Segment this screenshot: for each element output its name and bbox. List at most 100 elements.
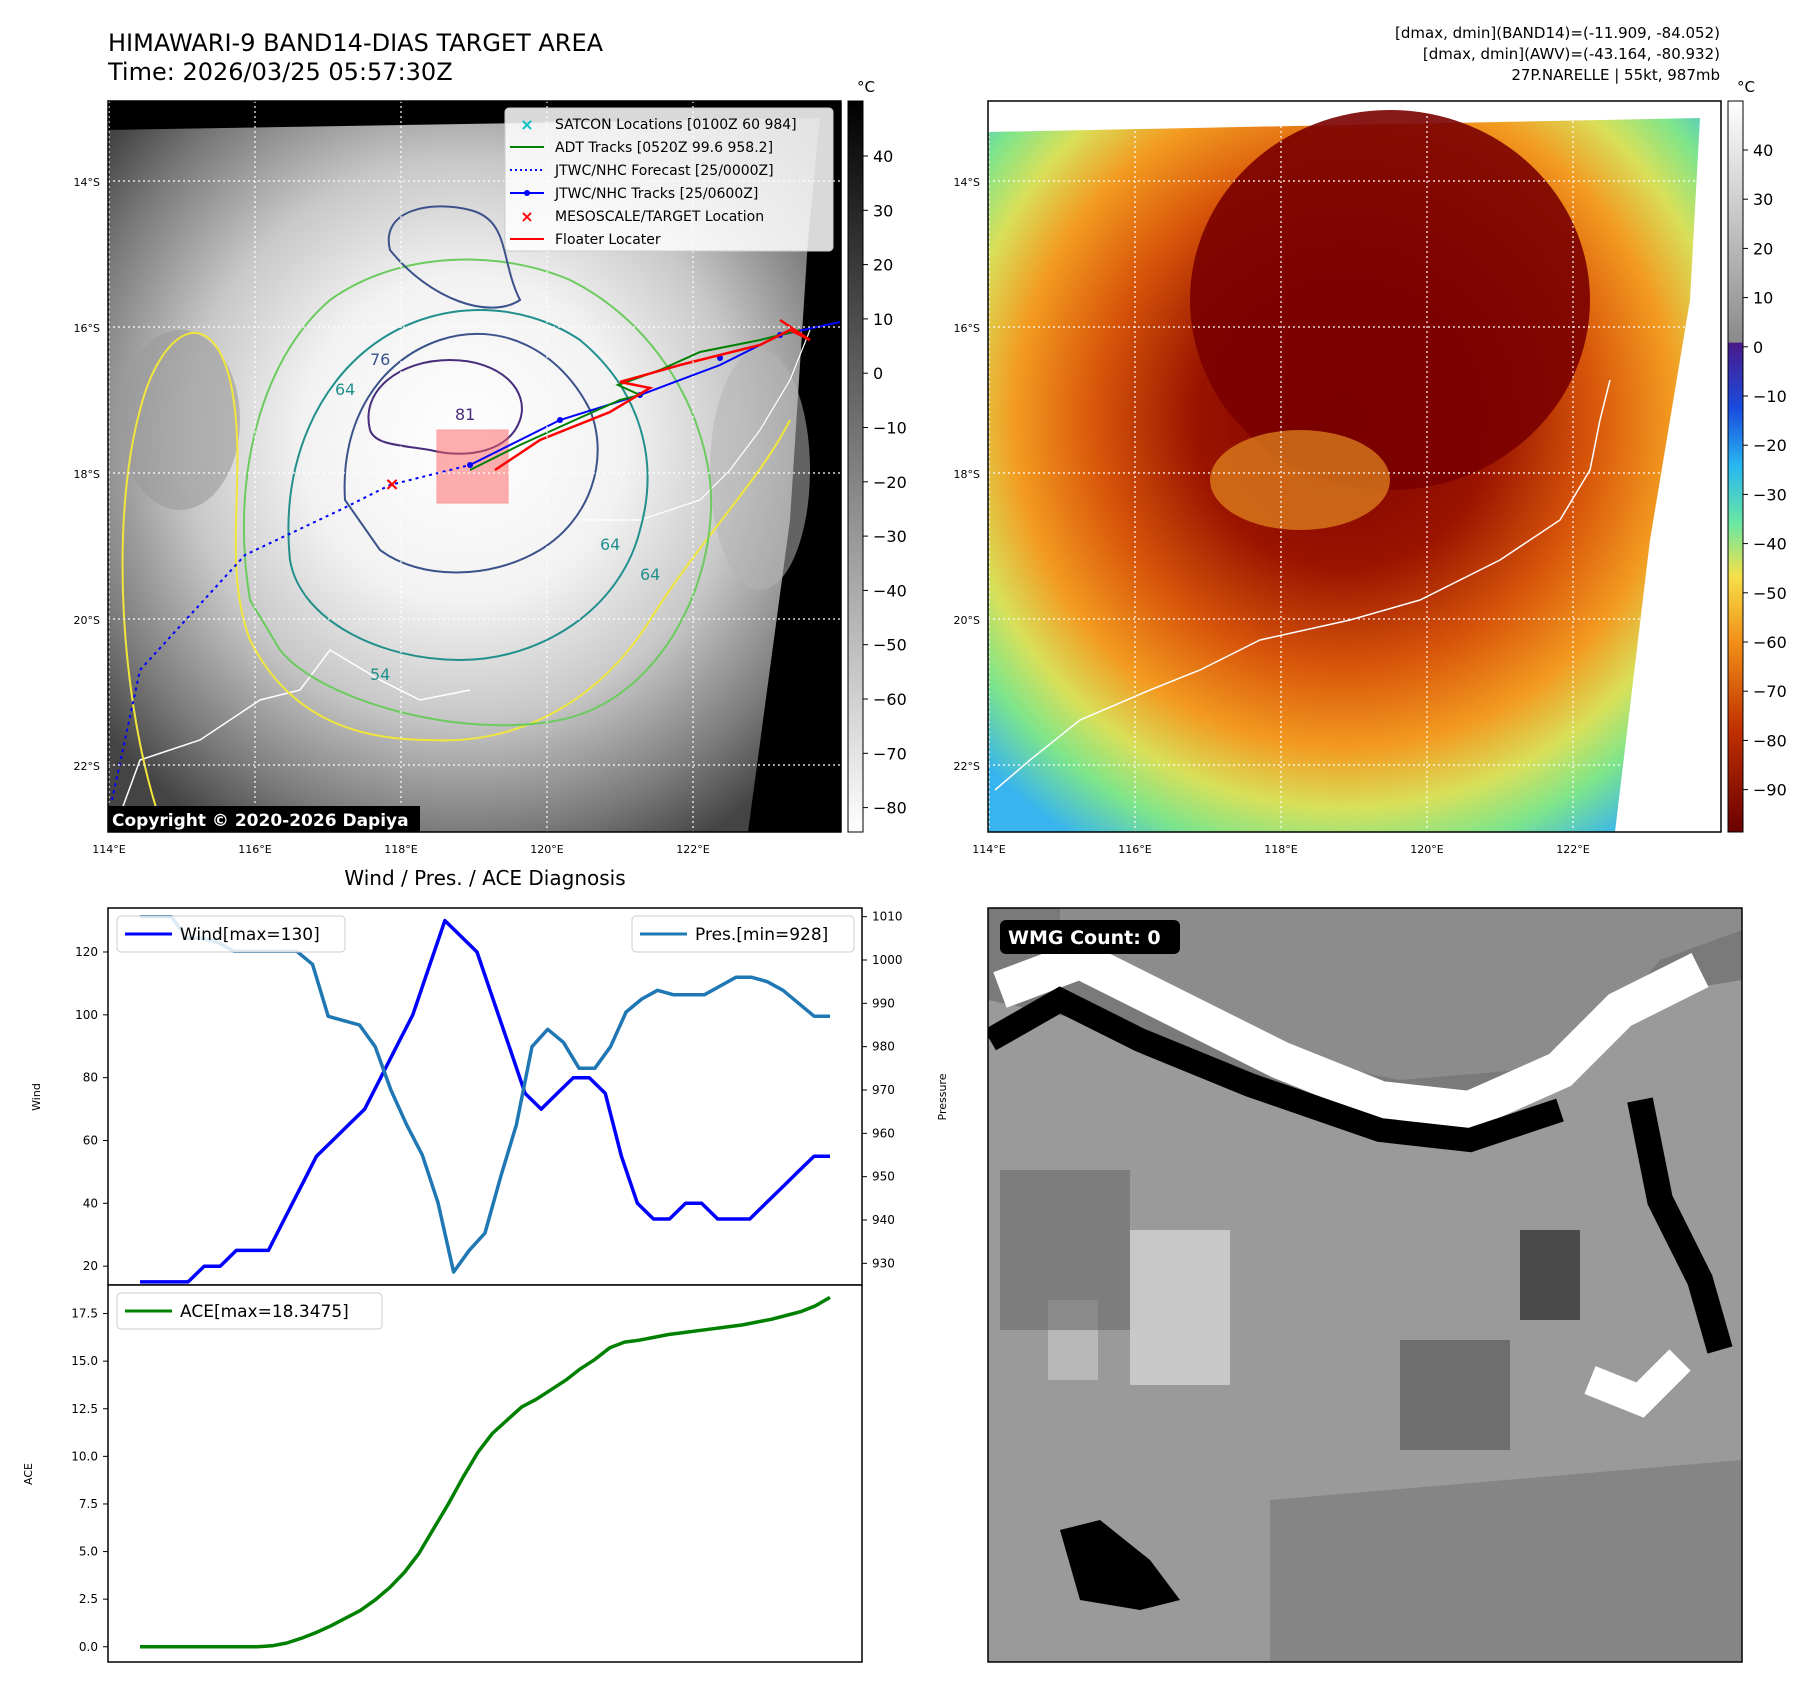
pressure-tick-label: 970	[872, 1083, 895, 1097]
legend-label: JTWC/NHC Tracks [25/0600Z]	[554, 186, 758, 202]
lat-label: 14°S	[74, 176, 100, 189]
contour-label: 76	[370, 350, 390, 369]
colorbar-tick-label: 20	[1753, 239, 1773, 258]
wmg-dark-patch-2	[1520, 1230, 1580, 1320]
map1-axis-labels: 14°S 16°S 18°S 20°S 22°S 114°E 116°E 118…	[74, 176, 710, 856]
colorbar-tick-label: 40	[1753, 141, 1773, 160]
awv-map	[988, 101, 1721, 832]
lon-label: 116°E	[238, 843, 271, 856]
ace-tick-label: 17.5	[71, 1307, 98, 1321]
floater-track	[494, 318, 811, 472]
legend-items: × SATCON Locations [0100Z 60 984] ADT Trac…	[510, 115, 797, 248]
lon-label: 122°E	[676, 843, 709, 856]
wind-tick-label: 100	[75, 1008, 98, 1022]
wmg-frame	[987, 907, 1743, 1663]
ace-tick-label: 12.5	[71, 1402, 98, 1416]
figure-time: Time: 2026/03/25 05:57:30Z	[107, 58, 453, 86]
map-legend: × SATCON Locations [0100Z 60 984] ADT Trac…	[504, 107, 834, 252]
wind-legend-box	[116, 915, 346, 953]
map-gridlines	[108, 101, 841, 832]
wmg-black-east	[1627, 1097, 1733, 1354]
wind-tick-label: 80	[83, 1071, 98, 1085]
colorbar-tick-label: −60	[1753, 633, 1787, 652]
storm-info: 27P.NARELLE | 55kt, 987mb	[1511, 66, 1720, 84]
gray-colorbar-ticks: 40 30 20 10 0 −10 −20 −30 −40 −50 −60 −70 −80	[863, 147, 907, 818]
lat-label: 18°S	[74, 468, 100, 481]
legend-box	[504, 107, 834, 252]
colorbar-tick-label: −10	[1753, 387, 1787, 406]
lon-label: 114°E	[972, 843, 1005, 856]
ace-legend-label: ACE[max=18.3475]	[180, 1302, 349, 1322]
colorbar-tick-label: −70	[873, 744, 907, 763]
wind-line	[140, 918, 830, 1284]
legend-label: Floater Locater	[555, 232, 661, 248]
wind-tick-label: 120	[75, 945, 98, 959]
wmg-white-east	[1584, 1349, 1691, 1418]
colorbar-tick-label: −40	[873, 581, 907, 600]
colorbar-tick-label: −50	[873, 636, 907, 655]
lon-label: 116°E	[1118, 843, 1151, 856]
wmg-black-patch	[1060, 1520, 1180, 1610]
lat-label: 22°S	[954, 760, 980, 773]
coastline	[117, 649, 471, 821]
colorbar-tick-label: 10	[1753, 289, 1773, 308]
diagnosis-title: Wind / Pres. / ACE Diagnosis	[344, 866, 625, 890]
ace-axes: 0.0 2.5 5.0 7.5 10.0 12.5 15.0 17.5	[71, 1307, 108, 1654]
pressure-tick-label: 940	[872, 1213, 895, 1227]
ace-tick-label: 2.5	[79, 1592, 98, 1606]
color-colorbar	[1727, 100, 1744, 833]
copyright: Copyright © 2020-2026 Dapiya	[112, 811, 409, 831]
wind-legend: Wind[max=130]	[116, 915, 346, 953]
colorbar-tick-label: −70	[1753, 682, 1787, 701]
color-colorbar-ticks: 40 30 20 10 0 −10 −20 −30 −40 −50 −60 −70 −80 −90	[1743, 141, 1787, 800]
lon-label: 120°E	[1410, 843, 1443, 856]
pressure-tick-label: 980	[872, 1040, 895, 1054]
map-frame	[107, 100, 842, 833]
legend-marker-x: ×	[520, 115, 533, 134]
lon-label: 114°E	[92, 843, 125, 856]
lat-label: 14°S	[954, 176, 980, 189]
wind-legend-label: Wind[max=130]	[180, 925, 320, 945]
colorbar-tick-label: 10	[873, 310, 893, 329]
wmg-light-patch	[1130, 1230, 1230, 1385]
legend-label: ADT Tracks [0520Z 99.6 958.2]	[555, 140, 773, 156]
ace-axis-label: ACE	[22, 1463, 35, 1485]
gray-colorbar-unit: °C	[857, 78, 875, 96]
wmg-label-box	[1000, 920, 1180, 954]
contour-outer	[121, 331, 791, 821]
pressure-tick-label: 990	[872, 996, 895, 1010]
wmg-count: WMG Count: 0	[1008, 927, 1161, 949]
coastline-east	[580, 329, 811, 521]
colorbar-tick-label: 30	[873, 201, 893, 220]
lon-label: 118°E	[384, 843, 417, 856]
wmg-white-band	[993, 939, 1709, 1130]
colorbar-tick-label: −40	[1753, 535, 1787, 554]
mesoscale-target-marker: ×	[384, 474, 399, 495]
contour-core	[367, 358, 523, 455]
map2-gridlines	[988, 101, 1721, 832]
colorbar-tick-label: −30	[1753, 485, 1787, 504]
gray-colorbar	[847, 100, 864, 833]
legend-label: JTWC/NHC Forecast [25/0000Z]	[554, 163, 774, 179]
ace-tick-label: 0.0	[79, 1640, 98, 1654]
colorbar-tick-label: 0	[1753, 338, 1763, 357]
colorbar-tick-label: −50	[1753, 584, 1787, 603]
ace-series	[140, 1295, 831, 1649]
legend-marker-dot	[524, 190, 530, 196]
contour-label: 81	[455, 405, 475, 424]
pressure-legend: Pres.[min=928]	[631, 915, 855, 953]
colorbar-tick-label: 20	[873, 256, 893, 275]
ace-tick-label: 10.0	[71, 1449, 98, 1463]
contour-label: 64	[640, 565, 660, 584]
ace-legend: ACE[max=18.3475]	[116, 1292, 383, 1330]
pressure-tick-label: 950	[872, 1170, 895, 1184]
pressure-tick-label: 1010	[872, 910, 903, 924]
colorbar-tick-label: −90	[1753, 781, 1787, 800]
ace-tick-label: 5.0	[79, 1545, 98, 1559]
pressure-legend-box	[631, 915, 855, 953]
colorbar-tick-label: 40	[873, 147, 893, 166]
colorbar-tick-label: 30	[1753, 190, 1773, 209]
pressure-tick-label: 1000	[872, 953, 903, 967]
pressure-legend-label: Pres.[min=928]	[695, 925, 828, 945]
